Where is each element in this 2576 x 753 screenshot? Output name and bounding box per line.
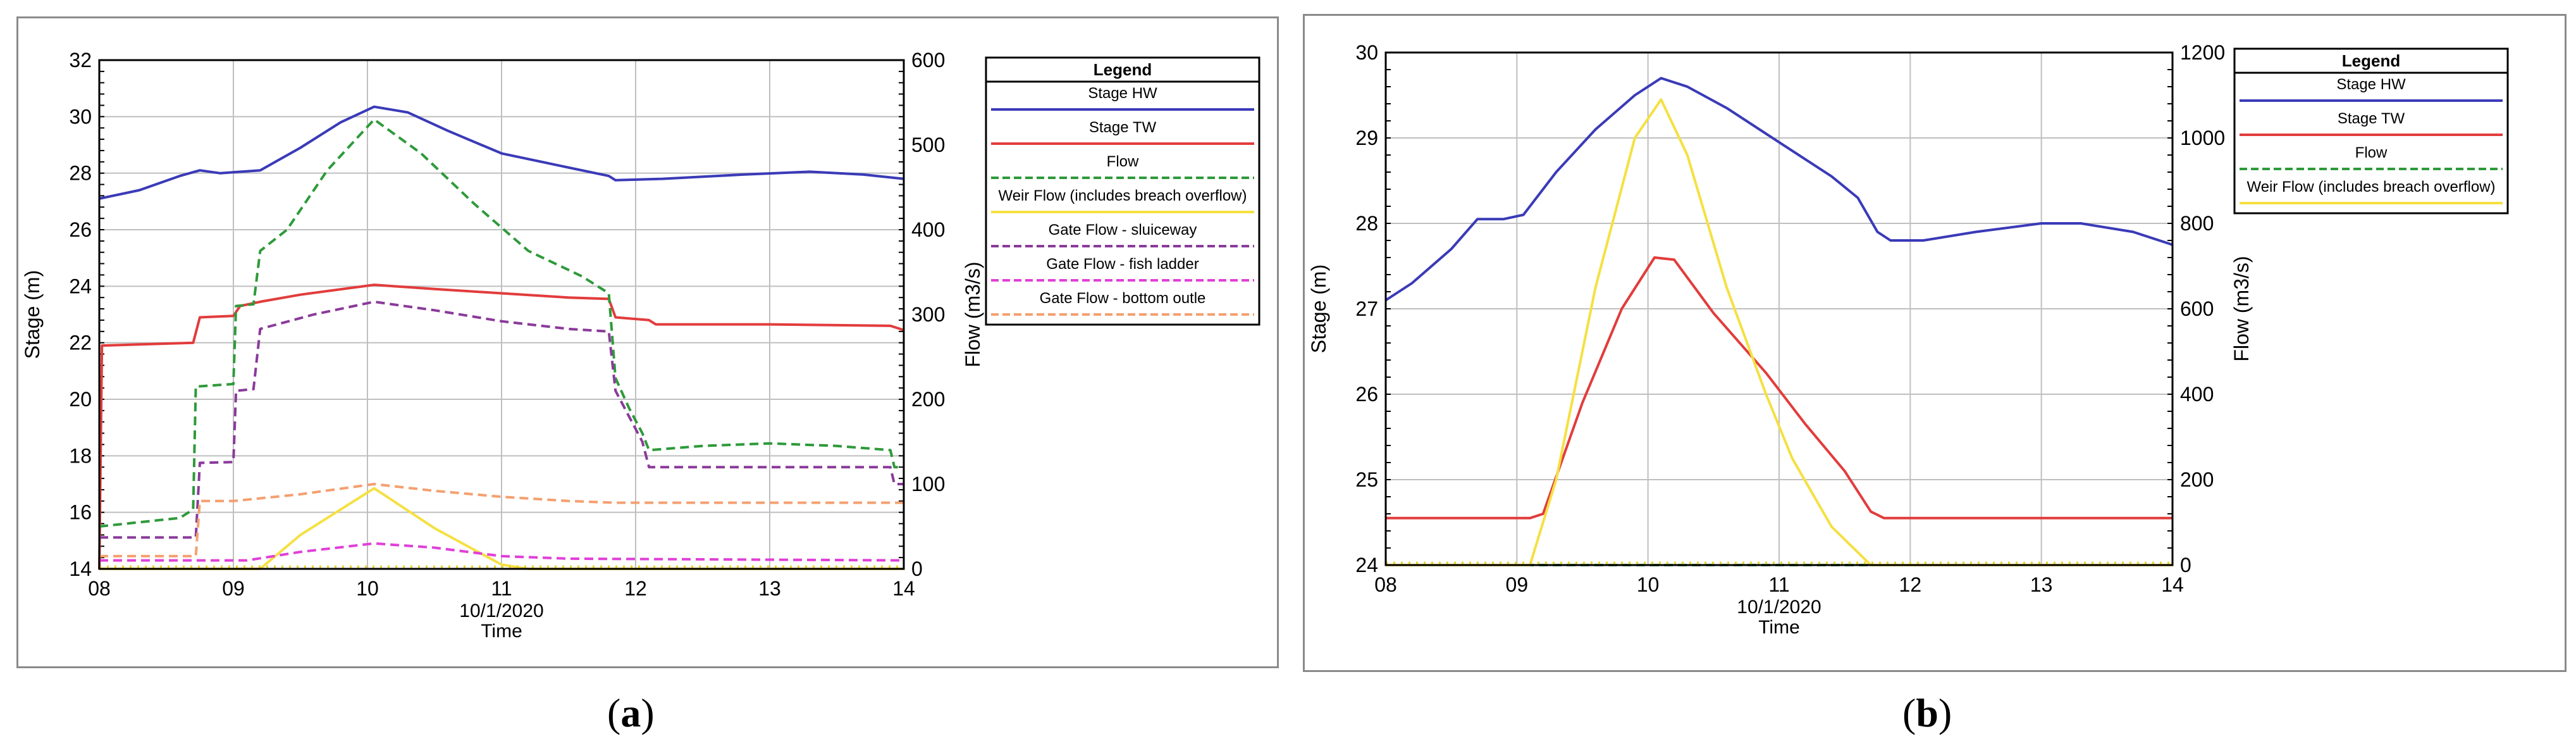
y2-tick-label: 300 xyxy=(911,303,945,326)
x-tick-label: 13 xyxy=(2030,573,2053,596)
y-tick-label: 29 xyxy=(1355,127,1378,149)
plot-frame xyxy=(98,59,905,570)
x-tick-label: 08 xyxy=(88,577,111,600)
x-tick-label: 08 xyxy=(1374,573,1397,596)
series-gate-flow-bottom-outle-line xyxy=(99,483,904,557)
caption-a-letter: a xyxy=(620,690,641,735)
y2-tick-label: 600 xyxy=(911,49,945,72)
y-tick-label: 26 xyxy=(1355,383,1378,406)
legend-label-stage-hw: Stage HW xyxy=(1088,85,1157,102)
series-gate-flow-fish-ladder-line xyxy=(99,542,904,562)
x-date-label: 10/1/2020 xyxy=(459,601,543,621)
legend-label-stage-tw: Stage TW xyxy=(1089,119,1157,136)
y2-tick-label: 1200 xyxy=(2180,41,2225,64)
x-tick-label: 09 xyxy=(222,577,245,600)
x-tick-label: 09 xyxy=(1506,573,1529,596)
caption-b: (b) xyxy=(1902,690,1952,735)
y2-tick-label: 500 xyxy=(911,134,945,156)
legend-label-stage-hw: Stage HW xyxy=(2336,76,2406,93)
x-tick-label: 14 xyxy=(2161,573,2184,596)
y-tick-label: 28 xyxy=(69,162,92,185)
legend-label-flow: Flow xyxy=(1107,153,1139,170)
y2-tick-label: 800 xyxy=(2180,212,2214,235)
y-tick-label: 16 xyxy=(69,501,92,524)
x-tick-label: 11 xyxy=(491,577,512,600)
y-tick-label: 30 xyxy=(69,105,92,128)
caption-b-letter: b xyxy=(1916,690,1938,735)
y2-axis-label: Flow (m3/s) xyxy=(2230,256,2253,361)
y-axis-label: Stage (m) xyxy=(21,270,44,359)
series-gate-flow-sluiceway-line xyxy=(99,300,904,539)
x-axis-label: Time xyxy=(1758,617,1800,638)
x-tick-label: 12 xyxy=(624,577,647,600)
y2-tick-label: 400 xyxy=(911,218,945,241)
y2-tick-label: 0 xyxy=(2180,554,2191,576)
x-tick-label: 11 xyxy=(1768,573,1789,596)
y-tick-label: 26 xyxy=(69,218,92,241)
x-tick-label: 14 xyxy=(892,577,915,600)
legend-label-flow: Flow xyxy=(2355,144,2388,161)
x-tick-label: 10 xyxy=(1637,573,1660,596)
caption-a: (a) xyxy=(607,690,655,735)
series-weir-flow-includes-breach-overflow-line xyxy=(1386,98,2172,566)
y-tick-label: 20 xyxy=(69,388,92,411)
y2-tick-label: 200 xyxy=(911,388,945,411)
y-tick-label: 32 xyxy=(69,49,92,72)
legend-label-gate-flow-bottom-outle: Gate Flow - bottom outle xyxy=(1040,290,1206,307)
y2-axis-label: Flow (m3/s) xyxy=(961,261,984,367)
y-tick-label: 25 xyxy=(1355,468,1378,491)
legend-label-gate-flow-sluiceway: Gate Flow - sluiceway xyxy=(1049,221,1197,239)
chart-panel-b: 24 25 26 27 28 29 30 0 200 400 600 800 1000 1200 08 09 1… xyxy=(1303,14,2567,672)
legend-label-stage-tw: Stage TW xyxy=(2338,110,2405,127)
legend-label-weir-flow-includes-breach-overflow: Weir Flow (includes breach overflow) xyxy=(2246,178,2495,196)
y-tick-label: 24 xyxy=(69,275,92,297)
y-tick-label: 30 xyxy=(1355,41,1378,64)
x-tick-label: 10 xyxy=(356,577,379,600)
series-stage-hw-line xyxy=(1384,77,2173,302)
chart-panel-a: 14 16 18 20 22 24 26 28 30 32 0 100 200 300 400 500 600 0… xyxy=(16,16,1279,668)
y-tick-label: 22 xyxy=(69,332,92,354)
y-tick-label: 28 xyxy=(1355,212,1378,235)
y-tick-label: 18 xyxy=(69,444,92,467)
series-stage-tw-line xyxy=(1386,256,2172,520)
legend-box xyxy=(2233,47,2509,215)
y2-tick-label: 400 xyxy=(2180,383,2214,406)
x-axis-label: Time xyxy=(481,621,522,642)
legend: Legend Stage HW Stage TW Flow Weir Flow (inc… xyxy=(985,56,1260,326)
y2-tick-label: 0 xyxy=(911,557,923,580)
legend-label-weir-flow-includes-breach-overflow: Weir Flow (includes breach overflow) xyxy=(998,187,1247,204)
plot-frame xyxy=(1384,51,2174,566)
y2-tick-label: 600 xyxy=(2180,297,2214,320)
chart-a: 14 16 18 20 22 24 26 28 30 32 0 100 200 300 400 500 600 0… xyxy=(21,49,1260,642)
x-tick-label: 13 xyxy=(758,577,781,600)
legend: Legend Stage HW Stage TW Flow Weir Flow (inc… xyxy=(2233,47,2509,215)
chart-b: 24 25 26 27 28 29 30 0 200 400 600 800 1000 1200 08 09 1… xyxy=(1307,41,2509,638)
y-tick-label: 27 xyxy=(1355,297,1378,320)
legend-title: Legend xyxy=(2342,51,2400,70)
y-axis-label: Stage (m) xyxy=(1307,264,1330,353)
y-tick-label: 24 xyxy=(1355,554,1378,576)
legend-label-gate-flow-fish-ladder: Gate Flow - fish ladder xyxy=(1046,256,1199,273)
y2-tick-label: 200 xyxy=(2180,468,2214,491)
x-date-label: 10/1/2020 xyxy=(1737,597,1821,618)
y2-tick-label: 1000 xyxy=(2180,127,2225,149)
series-stage-tw-line xyxy=(98,283,904,569)
x-tick-label: 12 xyxy=(1899,573,1922,596)
y2-tick-label: 100 xyxy=(911,473,945,495)
series-flow-line xyxy=(99,118,904,528)
y-tick-label: 14 xyxy=(69,557,92,580)
legend-title: Legend xyxy=(1094,60,1152,79)
series-stage-hw-line xyxy=(99,105,904,200)
